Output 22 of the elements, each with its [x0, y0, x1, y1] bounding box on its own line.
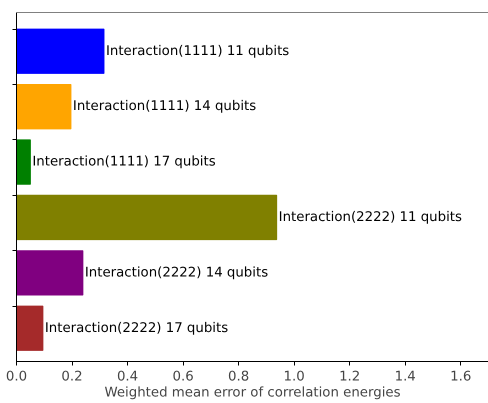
x-tick-label: 0.4 [116, 370, 138, 384]
y-tick-label: Interaction(2222) 14 qubits [84, 265, 268, 280]
bar [16, 84, 72, 130]
x-tick-label: 0.0 [6, 370, 28, 384]
x-axis-title: Weighted mean error of correlation energies [104, 386, 401, 400]
x-tick-label: 1.6 [450, 370, 472, 384]
bar [16, 194, 278, 240]
x-tick-label: 0.8 [228, 370, 250, 384]
bar [16, 306, 44, 351]
x-tick-label: 1.4 [394, 370, 416, 384]
x-tick-label: 1.2 [339, 370, 360, 384]
y-tick-label: Interaction(1111) 11 qubits [106, 44, 290, 59]
x-tick-label: 0.2 [61, 370, 83, 384]
y-tick-label: Interaction(1111) 17 qubits [32, 154, 216, 170]
x-tick-label: 1.0 [284, 370, 305, 384]
y-tick-label: Interaction(2222) 11 qubits [278, 210, 462, 225]
bar [16, 250, 84, 296]
y-tick-label: Interaction(1111) 14 qubits [72, 99, 256, 114]
bar [16, 139, 31, 185]
bar [16, 28, 104, 74]
y-tick-label: Interaction(2222) 17 qubits [44, 320, 228, 336]
x-tick-label: 0.6 [172, 370, 194, 384]
